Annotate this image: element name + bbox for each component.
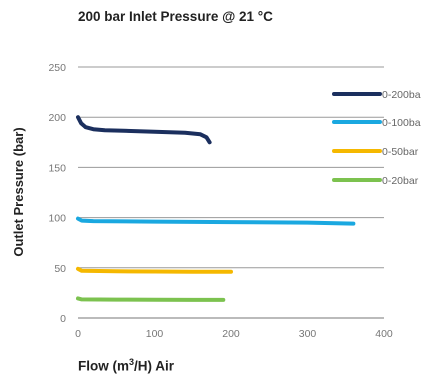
gridlines bbox=[78, 66, 384, 269]
x-axis-title-main: Flow (m bbox=[78, 358, 129, 374]
y-tick-label: 50 bbox=[54, 263, 66, 275]
x-axis-title-superscript: 3 bbox=[129, 357, 135, 367]
y-axis-title: Outlet Pressure (bar) bbox=[11, 127, 26, 256]
y-tick-label: 150 bbox=[48, 162, 66, 174]
series-line-3 bbox=[76, 296, 226, 302]
x-tick-label: 100 bbox=[146, 328, 164, 340]
legend-label-1: 0-100ba bbox=[382, 117, 421, 129]
legend-label-0: 0-200ba bbox=[382, 89, 421, 101]
series-lines bbox=[76, 115, 356, 302]
y-tick-label: 0 bbox=[60, 313, 66, 325]
axes: 0 50 100 150 200 250 0 100 200 300 400 bbox=[48, 62, 392, 340]
x-axis-title: Flow (m3/H) Air bbox=[78, 357, 174, 374]
legend: 0-200ba 0-100ba 0-50bar 0-20bar bbox=[332, 89, 421, 187]
series-line-2 bbox=[76, 266, 233, 274]
series-line-1 bbox=[76, 216, 356, 226]
x-tick-label: 300 bbox=[299, 328, 317, 340]
y-tick-label: 250 bbox=[48, 62, 66, 74]
y-tick-label: 200 bbox=[48, 112, 66, 124]
x-tick-label: 200 bbox=[222, 328, 240, 340]
line-chart: 0 50 100 150 200 250 0 100 200 300 400 0-200ba 0-10… bbox=[11, 62, 421, 340]
series-line-0 bbox=[76, 115, 212, 145]
y-tick-label: 100 bbox=[48, 213, 66, 225]
legend-label-3: 0-20bar bbox=[382, 175, 419, 187]
x-tick-label: 0 bbox=[75, 328, 81, 340]
legend-label-2: 0-50bar bbox=[382, 146, 419, 158]
x-tick-label: 400 bbox=[375, 328, 393, 340]
chart-title: 200 bar Inlet Pressure @ 21 °C bbox=[78, 9, 273, 24]
x-axis-title-tail: /H) Air bbox=[134, 358, 175, 374]
